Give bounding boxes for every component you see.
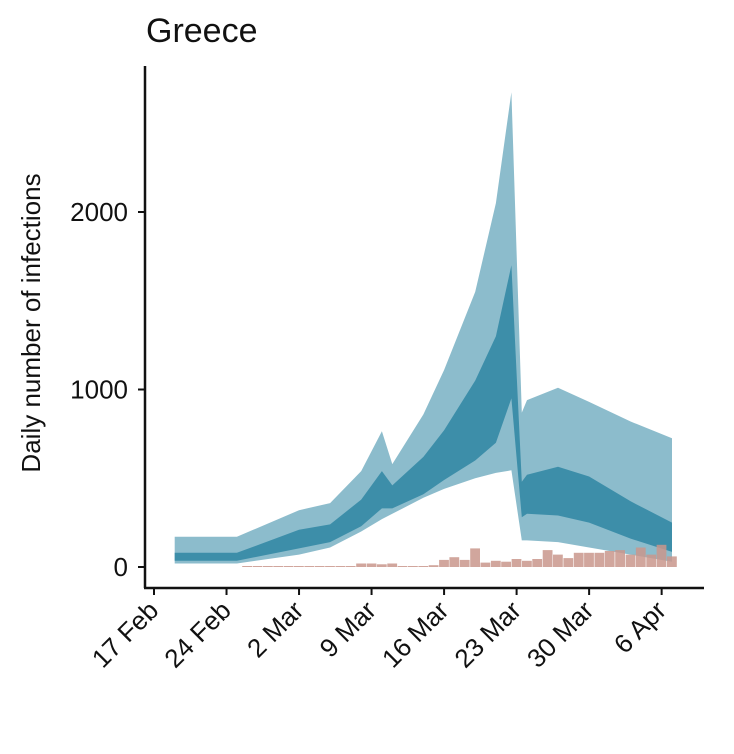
x-tick-label: 9 Mar — [314, 595, 382, 663]
bar — [522, 560, 532, 567]
x-tick-label: 30 Mar — [521, 595, 600, 674]
bar — [573, 552, 584, 567]
x-tick-label: 17 Feb — [86, 595, 164, 673]
chart-title: Greece — [146, 12, 258, 50]
y-tick-label: 1000 — [70, 375, 128, 405]
bar — [273, 566, 284, 567]
bar — [656, 544, 667, 567]
bar — [604, 551, 615, 567]
bar — [252, 566, 263, 567]
bar — [314, 566, 325, 567]
bar — [366, 563, 377, 567]
y-tick-label: 2000 — [70, 197, 128, 227]
bar — [397, 566, 408, 567]
bar — [553, 554, 563, 567]
bar — [646, 554, 657, 567]
y-axis-label: Daily number of infections — [16, 173, 46, 472]
plot-area — [174, 92, 677, 567]
bar — [428, 565, 439, 567]
bar — [408, 566, 418, 567]
bar — [594, 552, 605, 567]
bar — [376, 564, 387, 567]
bar — [470, 548, 480, 567]
bar — [304, 566, 315, 567]
x-tick-label: 24 Feb — [158, 595, 236, 673]
x-tick-label: 2 Mar — [241, 595, 309, 663]
bar — [242, 566, 252, 567]
bar — [635, 547, 646, 567]
bar — [345, 566, 356, 567]
bar — [615, 550, 625, 567]
bar — [459, 559, 470, 567]
bar — [511, 559, 522, 567]
bar — [439, 559, 449, 567]
bar — [335, 566, 346, 567]
bar — [356, 563, 366, 567]
x-tick-label: 16 Mar — [376, 595, 455, 674]
bar — [490, 560, 501, 567]
inner-interval-band — [174, 265, 672, 561]
bar — [283, 566, 294, 567]
bar — [263, 566, 273, 567]
bar — [501, 561, 511, 567]
bar — [418, 566, 429, 567]
outer-interval-band — [174, 92, 672, 564]
bar — [294, 566, 304, 567]
y-tick-label: 0 — [114, 552, 128, 582]
bar — [563, 558, 574, 567]
bar — [584, 552, 594, 567]
bar — [532, 559, 543, 567]
bar — [387, 563, 398, 567]
bar — [325, 566, 335, 567]
bar — [542, 550, 553, 567]
reported-cases-bars — [242, 544, 677, 567]
bar — [625, 554, 636, 567]
x-tick-label: 23 Mar — [448, 595, 527, 674]
x-tick-label: 6 Apr — [608, 595, 672, 659]
y-axis: 0 1000 2000 — [70, 66, 147, 588]
bar — [667, 556, 677, 567]
bar — [480, 562, 491, 567]
bar — [449, 557, 460, 567]
